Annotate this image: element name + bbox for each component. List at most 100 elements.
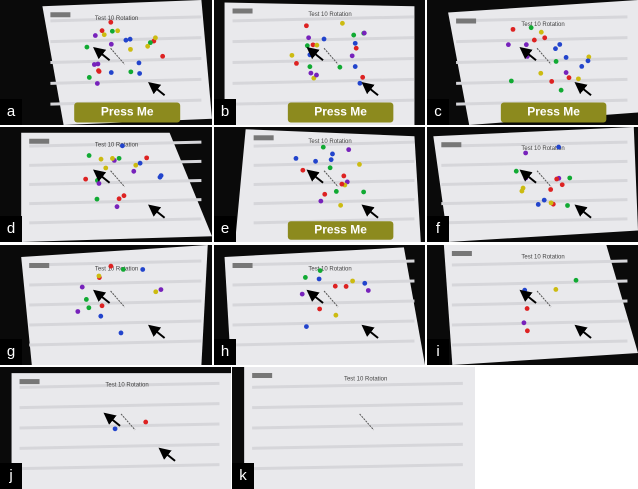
figure: Test 10 RotationPress MeaTest 10 Rotatio…: [0, 0, 638, 489]
dot: [140, 267, 145, 272]
dot: [85, 45, 90, 50]
screen-title: Test 10 Rotation: [95, 16, 138, 22]
dot: [304, 23, 309, 28]
dot: [554, 59, 559, 64]
dot: [109, 70, 114, 75]
dot: [333, 313, 338, 318]
dot: [100, 28, 105, 33]
button-label: Press Me: [101, 105, 154, 119]
dot: [115, 204, 120, 209]
dot: [306, 35, 311, 40]
panel-label: a: [7, 103, 16, 120]
panel: Test 10 Rotationf: [427, 127, 638, 242]
dot: [153, 35, 158, 40]
dot: [322, 192, 327, 197]
dot: [87, 75, 92, 80]
dot: [133, 163, 138, 168]
dot: [525, 328, 530, 333]
dot: [128, 69, 133, 74]
dot: [144, 155, 149, 160]
back-button: [252, 373, 272, 378]
dot: [300, 168, 305, 173]
back-button: [452, 251, 472, 256]
dot: [567, 176, 572, 181]
panel-label: j: [8, 467, 12, 484]
dot: [87, 153, 92, 158]
dot: [549, 79, 554, 84]
dot: [511, 27, 516, 32]
dot: [532, 38, 537, 43]
dot: [521, 186, 526, 191]
dot: [84, 297, 89, 302]
back-button: [29, 139, 49, 144]
panel-label: e: [221, 220, 229, 237]
dot: [346, 147, 351, 152]
panel-label: c: [434, 103, 442, 120]
dot: [75, 309, 80, 314]
dot: [314, 73, 319, 78]
dot: [564, 70, 569, 75]
dot: [514, 169, 519, 174]
dot: [121, 267, 126, 272]
dot: [109, 264, 114, 269]
dot: [109, 42, 114, 47]
dot: [80, 285, 85, 290]
dot: [110, 156, 115, 161]
dot: [97, 274, 102, 279]
dot: [564, 55, 569, 60]
dot: [303, 275, 308, 280]
dot: [97, 181, 102, 186]
dot: [308, 71, 313, 76]
dot: [330, 152, 335, 157]
panel-label: k: [239, 467, 247, 484]
dot: [366, 288, 371, 293]
dot: [317, 307, 322, 312]
dot: [358, 81, 363, 86]
panel: Test 10 Rotation Press Me a: [0, 0, 212, 125]
screen-title: Test 10 Rotation: [521, 255, 564, 261]
dot: [93, 33, 98, 38]
back-button: [29, 263, 49, 268]
screen-title: Test 10 Rotation: [95, 142, 138, 148]
dot: [344, 284, 349, 289]
dot: [159, 287, 164, 292]
panel-label: d: [7, 220, 15, 237]
dot: [145, 44, 150, 49]
panel-label: b: [221, 103, 229, 120]
dot: [567, 75, 572, 80]
dot: [128, 37, 133, 42]
back-button: [456, 19, 476, 24]
back-button: [233, 9, 253, 14]
dot: [300, 292, 305, 297]
dot: [506, 42, 511, 47]
dot: [362, 281, 367, 286]
dot: [524, 42, 529, 47]
dot: [350, 279, 355, 284]
dot: [307, 64, 312, 69]
dot: [98, 314, 103, 319]
panel: Test 10 Rotation d: [0, 127, 212, 242]
dot: [95, 197, 100, 202]
dot: [334, 189, 339, 194]
screen-title: Test 10 Rotation: [344, 377, 387, 383]
dot: [138, 161, 143, 166]
screen-title: Test 10 Rotation: [308, 267, 351, 273]
dot: [318, 199, 323, 204]
panel-label: g: [7, 343, 15, 360]
dot: [103, 166, 108, 171]
dot: [294, 156, 299, 161]
dot: [83, 177, 88, 182]
panel: Test 10 Rotationh: [214, 245, 425, 365]
dot: [338, 203, 343, 208]
dot: [113, 426, 118, 431]
dot: [539, 30, 544, 35]
dot: [160, 54, 165, 59]
dot: [318, 268, 323, 273]
dot: [341, 174, 346, 179]
dot: [339, 182, 344, 187]
dot: [314, 43, 319, 48]
dot: [538, 71, 543, 76]
dot: [529, 25, 534, 30]
